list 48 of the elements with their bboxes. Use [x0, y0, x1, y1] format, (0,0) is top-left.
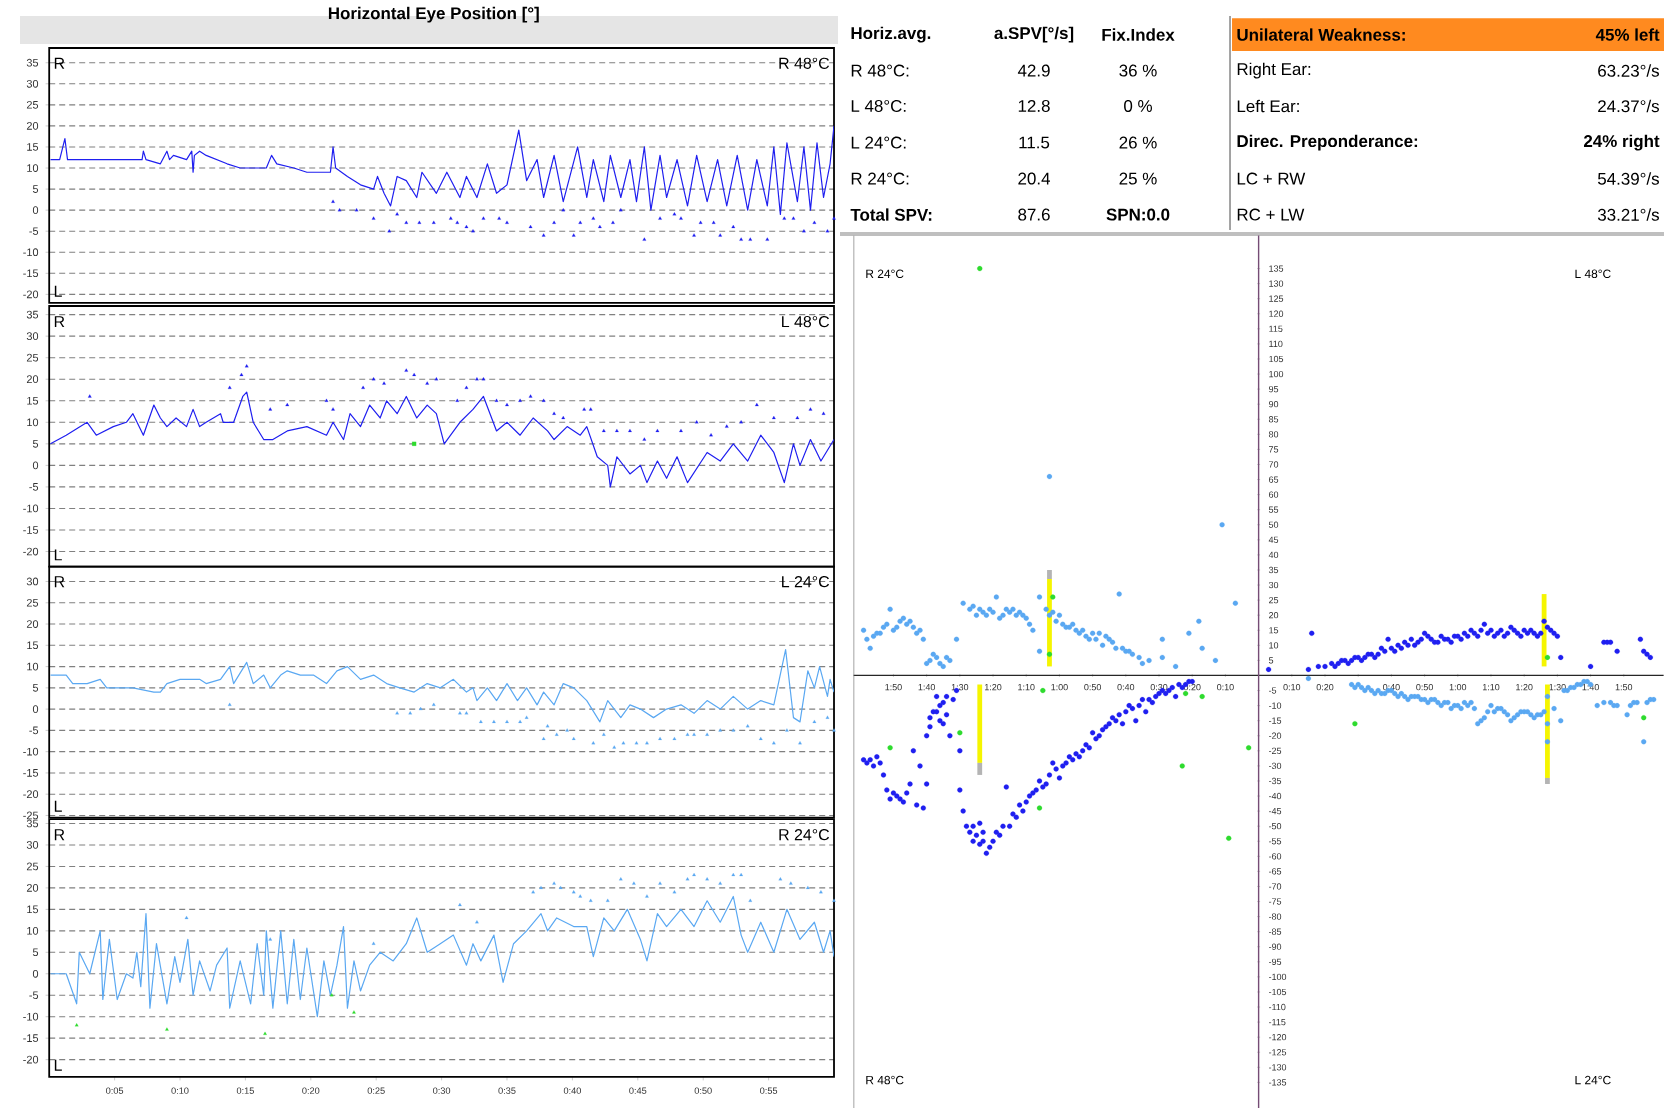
text: 36 % — [1119, 64, 1157, 77]
text: R 48°C: — [851, 64, 909, 77]
point — [1179, 763, 1185, 769]
text: Horiz.avg. — [851, 26, 931, 43]
point — [1040, 687, 1046, 694]
point — [1641, 715, 1647, 721]
point — [1544, 654, 1551, 660]
text: 33.21°/s — [1597, 208, 1659, 221]
text: 12.8 — [1018, 100, 1050, 112]
text: SPN:0.0 — [1106, 208, 1170, 221]
text: a.SPV[°/s] — [994, 26, 1074, 43]
text: Right Ear: — [1237, 62, 1311, 79]
line-series — [49, 391, 835, 488]
text: Fix.Index — [1102, 28, 1175, 41]
point — [1246, 745, 1252, 751]
line-series — [49, 895, 835, 1018]
line-series — [49, 648, 835, 723]
text: 24% right — [1583, 134, 1660, 151]
point — [1050, 594, 1056, 600]
text: RC + LW — [1237, 208, 1305, 221]
text: 24.37°/s — [1598, 99, 1659, 113]
point — [1046, 651, 1053, 657]
text: 42.9 — [1017, 64, 1050, 77]
text: 63.23°/s — [1598, 64, 1659, 77]
text: Left Ear: — [1237, 99, 1299, 113]
text: L 48°C: — [851, 100, 906, 112]
text: 87.6 — [1018, 208, 1050, 221]
point — [957, 730, 963, 736]
text: LC + RW — [1237, 172, 1306, 185]
text: 45% left — [1595, 28, 1660, 41]
text: Direc. Preponderance: — [1237, 134, 1418, 151]
text: Unilateral Weakness: — [1237, 28, 1405, 41]
text: 54.39°/s — [1597, 172, 1659, 185]
text: L 24°C: — [851, 136, 906, 149]
point — [977, 265, 983, 272]
text: 11.5 — [1019, 136, 1050, 149]
point — [1226, 835, 1232, 841]
point — [887, 745, 893, 751]
text: 0 % — [1124, 100, 1152, 112]
point — [1036, 805, 1043, 811]
point — [1199, 693, 1205, 700]
point — [1352, 721, 1358, 727]
text: R 24°C: — [851, 172, 909, 185]
text: 25 % — [1119, 172, 1157, 185]
chart-title: Horizontal Eye Position [°] — [328, 6, 539, 23]
text: 20.4 — [1018, 172, 1051, 185]
text: 26 % — [1119, 136, 1157, 149]
text: Total SPV: — [850, 208, 932, 221]
